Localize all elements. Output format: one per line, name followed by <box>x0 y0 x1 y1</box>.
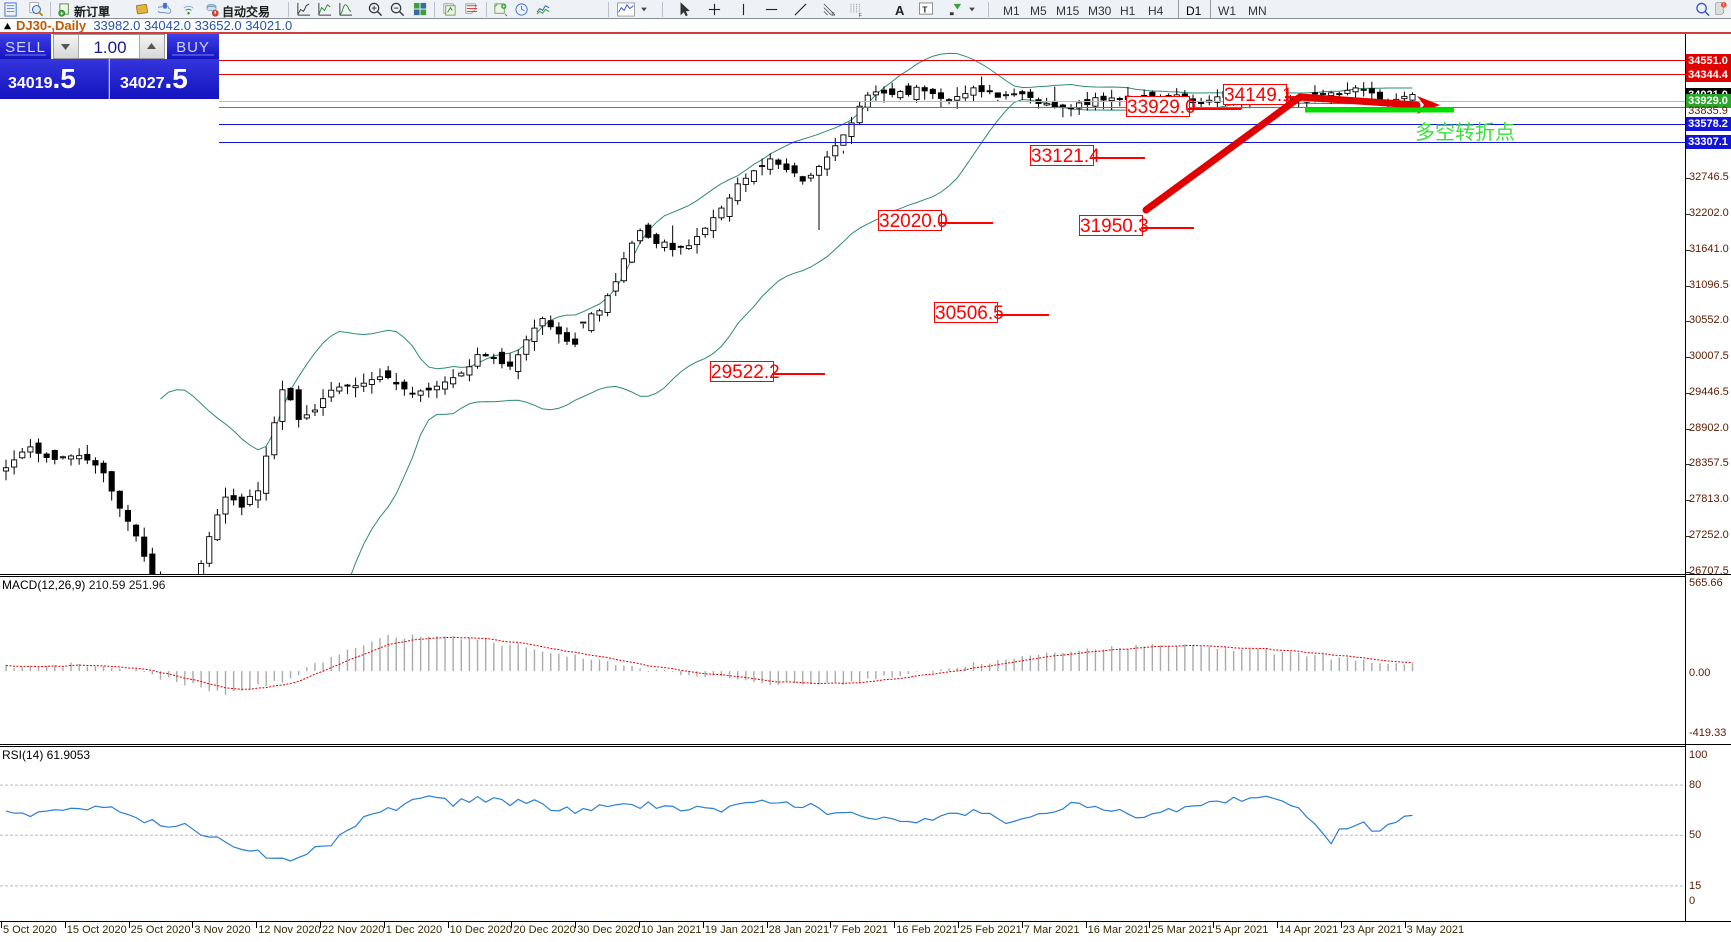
svg-text:F: F <box>858 13 862 17</box>
svg-text:E: E <box>831 12 835 17</box>
svg-text:T: T <box>922 4 928 14</box>
